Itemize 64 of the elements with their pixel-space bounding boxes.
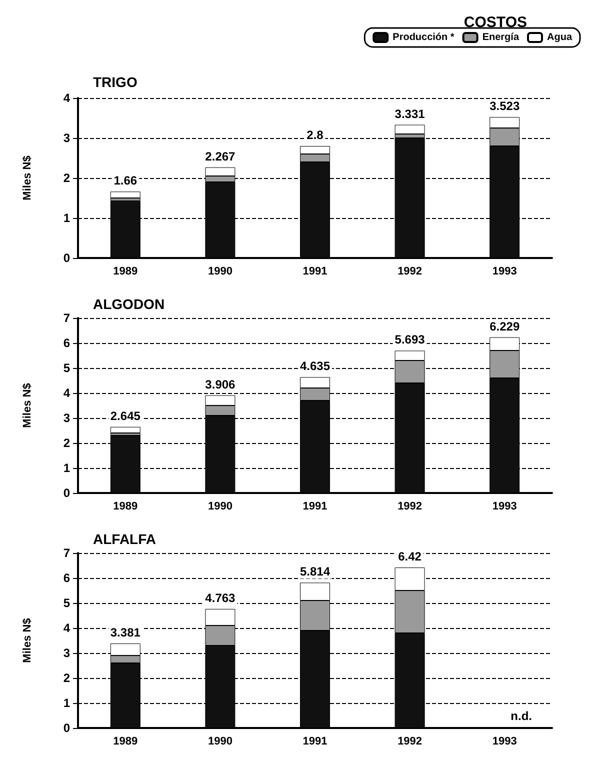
x-tick-label: 1992 [398, 736, 422, 748]
total-label: 2.8 [306, 128, 324, 142]
y-tick-label: 5 [63, 361, 70, 375]
y-tick-label: 2 [63, 436, 70, 450]
chart-title: TRIGO [93, 74, 138, 90]
x-tick-label: 1989 [113, 500, 138, 512]
y-tick-label: 0 [63, 721, 70, 735]
bar [110, 426, 140, 433]
legend-title: COSTOS [464, 14, 528, 31]
y-tick-label: 7 [63, 546, 70, 560]
annotation: n.d. [510, 709, 532, 723]
y-tick-label: 1 [63, 211, 70, 225]
y-tick-label: 4 [63, 386, 70, 400]
y-tick-label: 6 [63, 571, 70, 585]
bar [394, 124, 425, 134]
y-tick-label: 6 [63, 336, 70, 350]
x-tick-label: 1990 [208, 266, 232, 278]
total-label: 4.635 [300, 359, 330, 374]
y-tick-label: 4 [63, 91, 70, 105]
total-label: 3.906 [205, 377, 236, 392]
x-tick-label: 1990 [208, 500, 232, 512]
total-label: 1.66 [114, 174, 138, 188]
x-tick-label: 1993 [492, 266, 517, 278]
y-tick-label: 1 [63, 461, 70, 475]
y-axis-title: Miles N$ [22, 618, 34, 663]
x-tick-label: 1989 [113, 266, 138, 278]
x-tick-label: 1991 [302, 500, 328, 512]
y-tick-label: 0 [63, 486, 70, 500]
y-tick-label: 3 [63, 411, 70, 425]
x-tick-label: 1992 [398, 500, 422, 512]
total-label: 2.645 [110, 408, 141, 423]
x-tick-label: 1993 [492, 500, 517, 512]
legend-label: Agua [547, 32, 572, 43]
x-tick-label: 1989 [113, 736, 138, 748]
x-tick-label: 1990 [208, 736, 232, 748]
chart-title: ALFALFA [93, 531, 156, 547]
y-tick-label: 5 [63, 596, 70, 610]
chart-title: ALGODON [93, 296, 165, 312]
y-axis-title: Miles N$ [22, 156, 34, 200]
total-label: 4.763 [205, 590, 236, 605]
y-axis-title: Miles N$ [22, 383, 34, 428]
x-tick-label: 1993 [492, 736, 517, 748]
total-label: 2.267 [205, 149, 236, 164]
y-tick-label: 0 [63, 251, 70, 265]
y-tick-label: 1 [63, 696, 70, 710]
total-label: 6.229 [490, 319, 520, 334]
y-tick-label: 2 [63, 171, 70, 185]
total-label: 3.381 [110, 625, 141, 640]
x-tick-label: 1991 [302, 266, 328, 278]
total-label: 3.523 [490, 99, 520, 114]
x-tick-label: 1991 [302, 736, 328, 748]
y-tick-label: 7 [63, 311, 70, 325]
total-label: 5.814 [300, 564, 330, 579]
total-label: 5.693 [394, 332, 426, 347]
bar [110, 192, 140, 198]
x-tick-label: 1992 [398, 266, 422, 278]
total-label: 6.42 [398, 550, 422, 564]
total-label: 3.331 [394, 106, 426, 121]
legend-label: Energía [482, 32, 520, 43]
legend-label: Producción * [392, 32, 454, 43]
y-tick-label: 2 [63, 671, 70, 685]
y-tick-label: 3 [63, 131, 70, 145]
y-tick-label: 3 [63, 646, 70, 660]
y-tick-label: 4 [63, 621, 70, 635]
